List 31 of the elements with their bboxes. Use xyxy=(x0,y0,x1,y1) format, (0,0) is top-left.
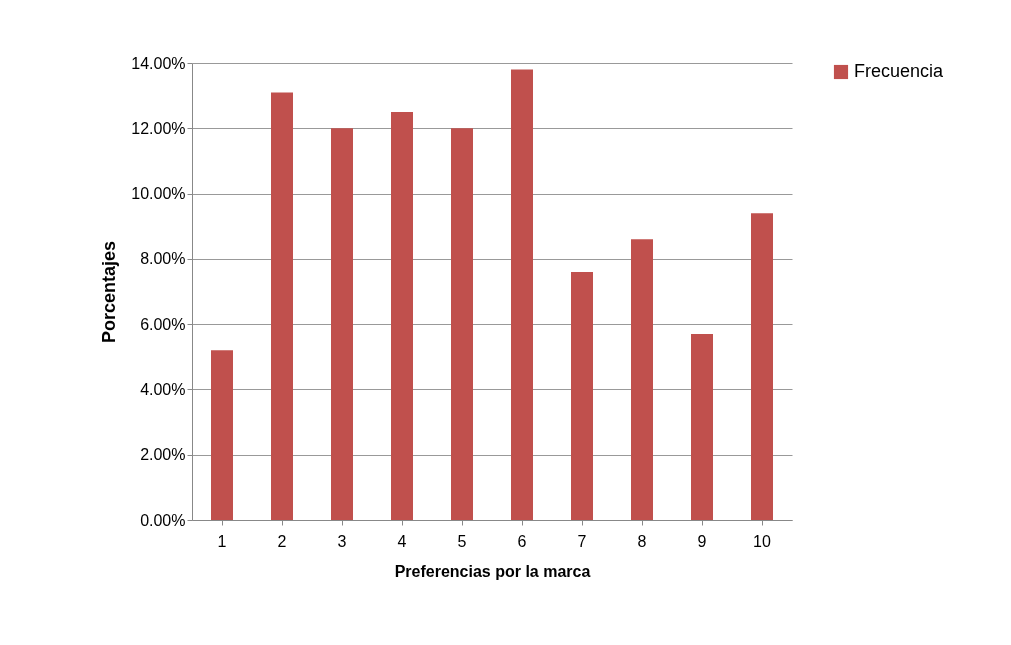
bar xyxy=(751,213,773,520)
y-tick-label: 2.00% xyxy=(140,446,186,464)
x-tick-label: 3 xyxy=(337,532,347,550)
y-tick-label: 4.00% xyxy=(140,380,186,398)
x-tick-label: 8 xyxy=(637,532,647,550)
y-tick-label: 8.00% xyxy=(140,250,186,268)
x-tick-label: 4 xyxy=(397,532,407,550)
bar xyxy=(511,69,533,520)
x-tick-label: 7 xyxy=(577,532,587,550)
bar xyxy=(391,111,413,520)
y-tick-label: 10.00% xyxy=(131,185,186,203)
x-tick-label: 6 xyxy=(517,532,527,550)
legend-label: Frecuencia xyxy=(854,61,945,81)
x-axis-title: Preferencias por la marca xyxy=(394,562,591,580)
bar xyxy=(571,271,593,520)
x-tick-label: 1 xyxy=(217,532,227,550)
bar xyxy=(631,239,653,520)
y-tick-label: 12.00% xyxy=(131,119,186,137)
x-tick-label: 10 xyxy=(753,532,771,550)
bar xyxy=(271,92,293,520)
x-tick-label: 9 xyxy=(697,532,707,550)
x-tick-label: 2 xyxy=(277,532,287,550)
bar xyxy=(451,128,473,520)
bar xyxy=(211,350,233,520)
bar xyxy=(331,128,353,520)
bar xyxy=(691,333,713,520)
y-tick-label: 14.00% xyxy=(131,54,186,72)
y-tick-label: 6.00% xyxy=(140,315,186,333)
x-tick-label: 5 xyxy=(457,532,467,550)
y-axis-title: Porcentajes xyxy=(99,240,120,344)
y-tick-label: 0.00% xyxy=(140,511,186,529)
